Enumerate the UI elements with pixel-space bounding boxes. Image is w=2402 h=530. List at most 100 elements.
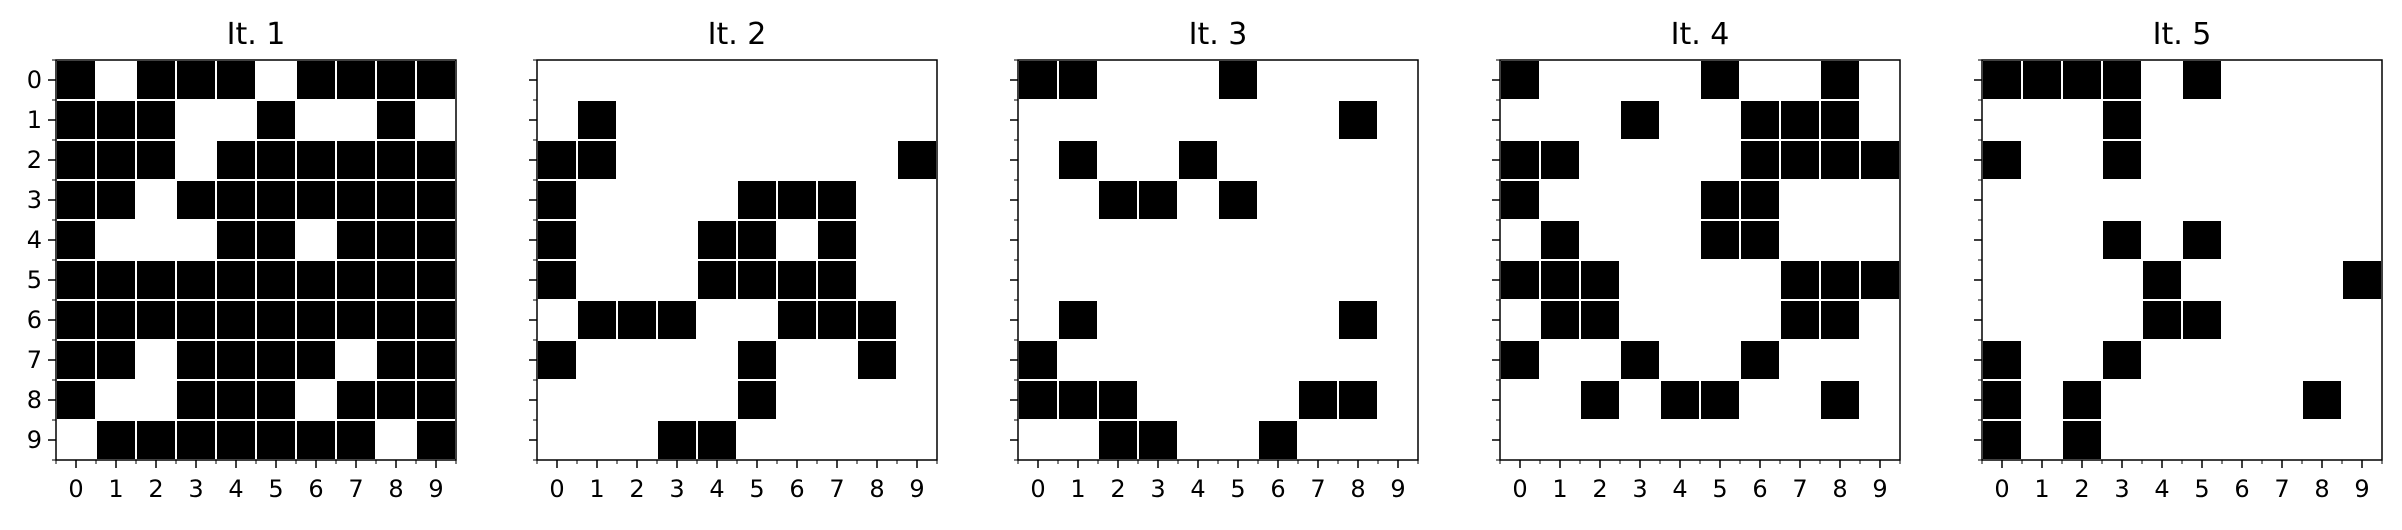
filled-cell: [215, 219, 257, 261]
filled-cell: [255, 299, 297, 341]
filled-cell: [335, 299, 377, 341]
y-tick-label: 4: [27, 226, 42, 254]
filled-cell: [255, 419, 297, 461]
y-tick-label: 1: [27, 106, 42, 134]
filled-cell: [1819, 99, 1861, 141]
x-tick-label: 6: [2234, 475, 2249, 503]
filled-cell: [1699, 59, 1741, 101]
filled-cell: [135, 99, 177, 141]
filled-cell: [1819, 259, 1861, 301]
filled-cell: [1499, 259, 1541, 301]
x-tick-label: 2: [2074, 475, 2089, 503]
filled-cell: [736, 339, 778, 381]
x-tick-label: 5: [1712, 475, 1727, 503]
x-tick-label: 1: [1552, 475, 1567, 503]
filled-cell: [1499, 139, 1541, 181]
filled-cell: [375, 339, 417, 381]
filled-cell: [255, 339, 297, 381]
filled-cell: [295, 59, 337, 101]
filled-cell: [375, 139, 417, 181]
filled-cell: [375, 219, 417, 261]
filled-cell: [415, 179, 457, 221]
filled-cell: [175, 59, 217, 101]
filled-cell: [656, 299, 698, 341]
x-tick-label: 7: [348, 475, 363, 503]
filled-cell: [1981, 419, 2023, 461]
filled-cell: [215, 59, 257, 101]
panel-title: It. 5: [2153, 17, 2212, 52]
x-tick-label: 7: [829, 475, 844, 503]
y-tick-label: 3: [27, 186, 42, 214]
panel-3: It. 3 0 1 2 3 4 5 6 7 8 9: [1010, 17, 1419, 503]
filled-cell: [1819, 139, 1861, 181]
filled-cell: [255, 139, 297, 181]
filled-cell: [55, 179, 97, 221]
filled-cell: [736, 259, 778, 301]
filled-cell: [576, 99, 618, 141]
x-tick-label: 8: [388, 475, 403, 503]
filled-cell: [1699, 179, 1741, 221]
filled-cell: [415, 339, 457, 381]
x-tick-label: 5: [749, 475, 764, 503]
filled-cell: [335, 139, 377, 181]
filled-cell: [1337, 379, 1379, 421]
filled-cell: [1217, 179, 1259, 221]
filled-cell: [776, 299, 818, 341]
y-tick-label: 8: [27, 386, 42, 414]
filled-cell: [1739, 219, 1781, 261]
filled-cell: [736, 219, 778, 261]
x-tick-label: 6: [1752, 475, 1767, 503]
filled-cell: [1819, 299, 1861, 341]
filled-cell: [215, 139, 257, 181]
x-tick-label: 8: [1350, 475, 1365, 503]
filled-cell: [95, 139, 137, 181]
filled-cell: [1699, 219, 1741, 261]
filled-cell: [55, 379, 97, 421]
x-tick-label: 0: [1994, 475, 2009, 503]
filled-cell: [335, 219, 377, 261]
filled-cell: [375, 59, 417, 101]
x-tick-label: 4: [2154, 475, 2169, 503]
x-tick-label: 8: [869, 475, 884, 503]
filled-cell: [95, 419, 137, 461]
filled-cell: [255, 379, 297, 421]
filled-cell: [135, 59, 177, 101]
filled-cell: [1981, 59, 2023, 101]
y-tick-label: 2: [27, 146, 42, 174]
filled-cell: [1499, 339, 1541, 381]
filled-cell: [1499, 179, 1541, 221]
filled-cell: [295, 179, 337, 221]
filled-cell: [375, 379, 417, 421]
filled-cell: [1337, 99, 1379, 141]
filled-cell: [856, 299, 898, 341]
panel-title: It. 3: [1189, 17, 1248, 52]
filled-cell: [415, 419, 457, 461]
filled-cell: [816, 219, 858, 261]
x-tick-label: 9: [909, 475, 924, 503]
x-tick-label: 5: [1230, 475, 1245, 503]
x-tick-label: 5: [268, 475, 283, 503]
x-tick-label: 9: [1872, 475, 1887, 503]
filled-cell: [2061, 379, 2103, 421]
filled-cell: [1177, 139, 1219, 181]
filled-cell: [656, 419, 698, 461]
filled-cell: [536, 339, 578, 381]
filled-cell: [175, 299, 217, 341]
filled-cell: [215, 419, 257, 461]
filled-cell: [1017, 339, 1059, 381]
x-tick-label: 1: [1070, 475, 1085, 503]
filled-cell: [95, 99, 137, 141]
filled-cell: [816, 299, 858, 341]
x-tick-label: 2: [629, 475, 644, 503]
filled-cell: [1619, 339, 1661, 381]
filled-cell: [816, 259, 858, 301]
filled-cell: [55, 259, 97, 301]
filled-cell: [536, 259, 578, 301]
x-tick-label: 4: [228, 475, 243, 503]
filled-cell: [375, 259, 417, 301]
filled-cell: [415, 219, 457, 261]
panel-2: It. 2 0 1 2 3 4 5 6 7 8 9: [529, 17, 938, 503]
filled-cell: [696, 219, 738, 261]
filled-cell: [335, 179, 377, 221]
